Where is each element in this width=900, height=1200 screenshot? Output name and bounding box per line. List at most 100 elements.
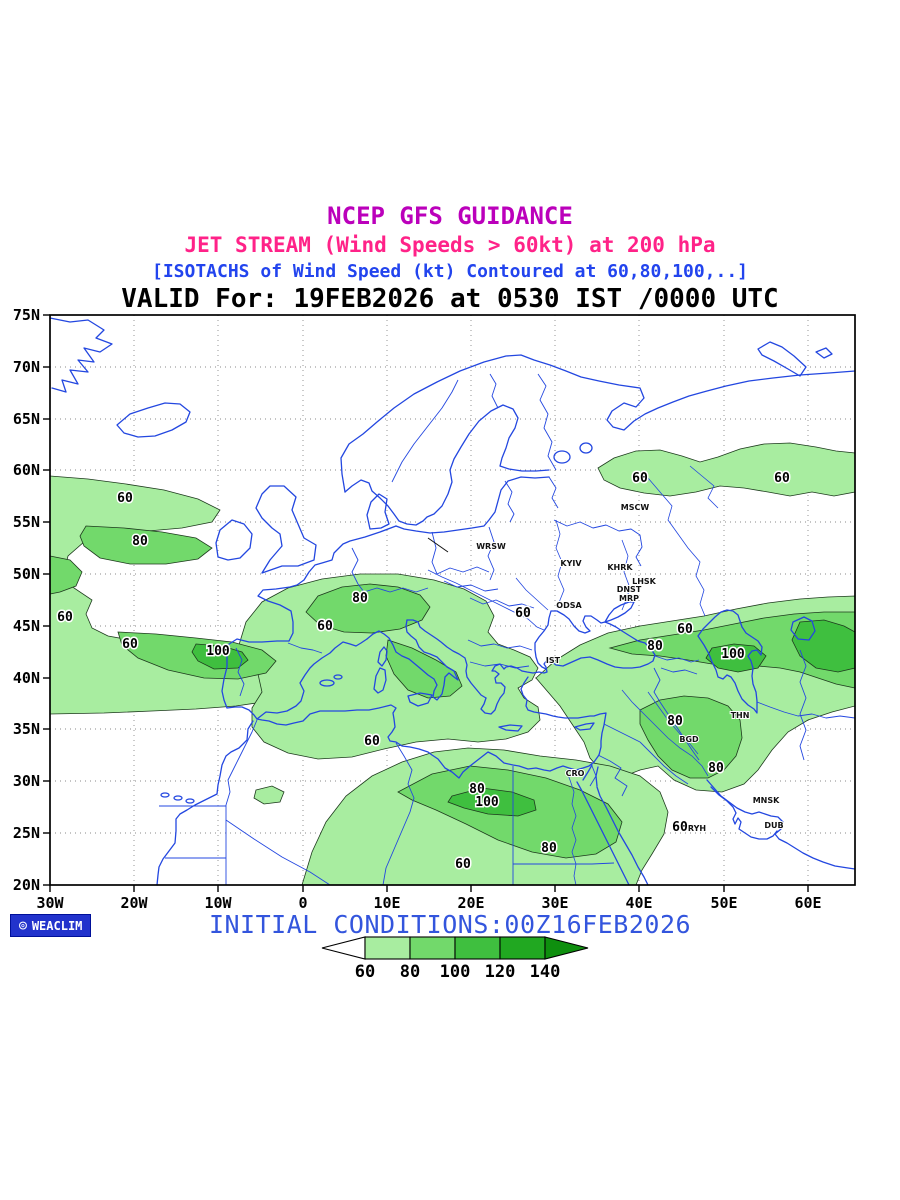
contour-label: 60	[632, 471, 648, 486]
coastline-path	[407, 692, 433, 707]
wind-speed-legend: 60 80 100 120 140	[321, 936, 589, 982]
contour-label: 60	[57, 610, 73, 625]
coastline-path	[256, 676, 607, 779]
city-label: LHSK	[632, 577, 657, 586]
coastline-path	[185, 798, 195, 804]
lon-axis-label: 10E	[373, 894, 400, 912]
country-border-path	[489, 373, 499, 409]
contour-label: 60	[515, 606, 531, 621]
rivers	[427, 465, 719, 886]
valid-time-line: VALID For: 19FEB2026 at 0530 IST /0000 U…	[121, 284, 779, 314]
coastline-path	[215, 519, 253, 561]
coastline-path	[256, 638, 368, 720]
lon-axis-label: 20W	[120, 894, 148, 912]
coastline-path	[49, 317, 113, 393]
river-path	[555, 519, 565, 609]
coastline-path	[521, 610, 656, 674]
legend-label: 80	[400, 962, 420, 982]
coastline-path	[156, 720, 254, 886]
lat-axis-label: 50N	[13, 565, 40, 583]
lat-axis-label: 45N	[13, 617, 40, 635]
lon-axis-label: 30E	[541, 894, 568, 912]
country-border-path	[659, 701, 700, 761]
country-border-path	[487, 526, 495, 581]
isotach-region	[385, 639, 463, 699]
isotach-region	[791, 619, 856, 673]
coastline-path	[173, 795, 183, 801]
legend-label: 100	[440, 962, 471, 982]
country-border-path	[660, 667, 698, 675]
weaclim-logo-text: WEACLIM	[31, 918, 83, 933]
contour-label: 60	[117, 491, 133, 506]
coastline-path	[697, 609, 763, 714]
city-label: DUB	[764, 821, 783, 830]
coastline-path	[582, 764, 593, 781]
country-border-path	[469, 661, 530, 669]
river-path	[647, 691, 699, 755]
contour-label: 80	[708, 761, 724, 776]
map-frame	[49, 314, 856, 886]
city-label: THN	[731, 711, 750, 720]
country-border-path	[467, 639, 533, 651]
coastline-path	[498, 724, 523, 732]
coastline-path	[221, 638, 290, 720]
coastline-path	[340, 354, 856, 493]
legend-box-100-120	[454, 936, 501, 960]
coastline-path	[757, 341, 807, 377]
country-border-path	[225, 719, 258, 806]
lat-axis-label: 30N	[13, 772, 40, 790]
country-border-path	[443, 580, 499, 592]
contour-label: 80	[469, 782, 485, 797]
initial-conditions-line: INITIAL CONDITIONS:00Z16FEB2026	[208, 910, 692, 939]
country-border-path	[351, 547, 365, 593]
contour-label: 60	[672, 820, 688, 835]
lon-axis-label: 20E	[457, 894, 484, 912]
contour-label: 100	[475, 795, 499, 810]
country-border-path	[639, 741, 689, 785]
contour-label: 80	[352, 591, 368, 606]
country-border-path	[597, 754, 628, 797]
coastline-path	[255, 485, 317, 574]
legend-label: 120	[485, 962, 516, 982]
city-label: RYH	[688, 824, 706, 833]
coastline-path	[344, 404, 550, 526]
country-border-path	[382, 742, 415, 886]
isotach-region	[191, 643, 249, 670]
model-title: NCEP GFS GUIDANCE	[327, 202, 573, 230]
legend-box-80-100	[409, 936, 456, 960]
coastline-path	[377, 646, 388, 667]
river-path	[621, 689, 709, 777]
country-border-path	[654, 655, 700, 663]
lat-axis-label: 70N	[13, 358, 40, 376]
city-label: IST	[546, 656, 561, 665]
contour-label: 60	[364, 734, 380, 749]
isotach-shading	[49, 442, 856, 886]
legend-label: 60	[355, 962, 375, 982]
country-border-path	[799, 649, 807, 761]
coastline-path	[257, 525, 397, 642]
contour-label: 60	[455, 857, 471, 872]
coastline-path	[366, 619, 459, 701]
lon-axis-label: 50E	[710, 894, 737, 912]
lon-axis-label: 10W	[204, 894, 232, 912]
lat-axis-label: 25N	[13, 824, 40, 842]
lat-axis-label: 60N	[13, 461, 40, 479]
coastline-path	[480, 663, 523, 715]
legend-box-120-140	[499, 936, 546, 960]
country-border-path	[225, 819, 331, 886]
country-border-path	[603, 723, 641, 743]
coastline-path	[574, 722, 595, 731]
country-border-path	[756, 701, 856, 719]
river-path	[427, 569, 545, 631]
coastline-path	[373, 667, 387, 694]
isotach-region	[447, 787, 537, 817]
country-border-path	[589, 765, 597, 787]
legend-box-60-80	[364, 936, 411, 960]
lon-axis-label: 60E	[794, 894, 821, 912]
country-border-path	[431, 531, 438, 575]
city-label: KHRK	[607, 563, 633, 572]
lat-axis-label: 35N	[13, 720, 40, 738]
